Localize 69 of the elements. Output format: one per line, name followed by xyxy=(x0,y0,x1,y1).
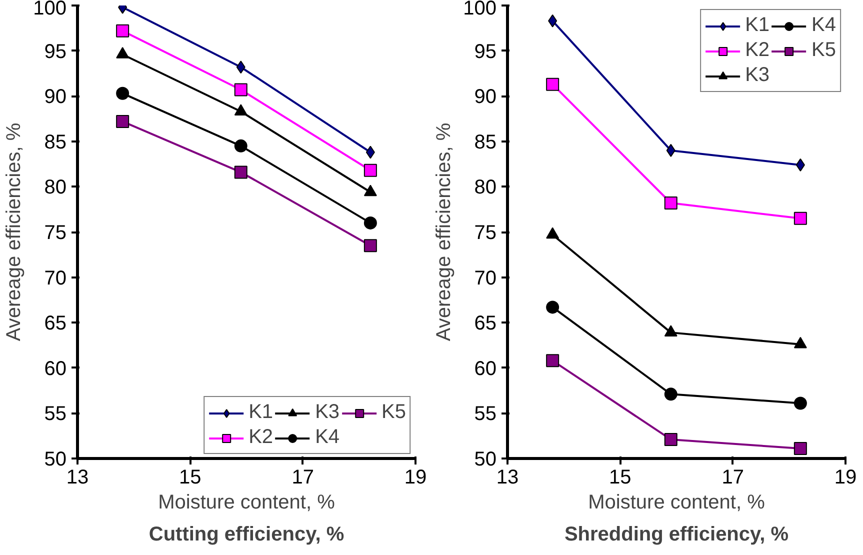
legend-label: K1 xyxy=(745,14,770,37)
point xyxy=(794,396,807,410)
point xyxy=(234,83,248,96)
point xyxy=(794,212,807,225)
text: Cutting efficiency, % xyxy=(148,524,344,546)
x-tick-label: 19 xyxy=(834,466,857,488)
point xyxy=(234,166,248,179)
y-tick-label: 75 xyxy=(474,222,497,244)
y-tick-label: 100 xyxy=(33,0,67,20)
point xyxy=(364,216,377,230)
y-tick-label: 50 xyxy=(474,448,497,470)
point xyxy=(546,354,560,368)
x-tick-label: 17 xyxy=(722,466,744,488)
point xyxy=(664,388,678,401)
point xyxy=(548,14,558,28)
point xyxy=(234,139,248,152)
y-tick-label: 100 xyxy=(463,0,497,20)
y-tick-label: 90 xyxy=(44,86,67,108)
y-axis-title: Avereage efficiencies, % xyxy=(433,122,456,342)
point xyxy=(666,144,676,157)
legend-label: K5 xyxy=(812,39,836,62)
y-tick-label: 75 xyxy=(44,222,67,244)
legend-label: K3 xyxy=(745,64,770,87)
point xyxy=(116,24,130,38)
y-tick-label: 95 xyxy=(44,40,67,63)
point xyxy=(796,158,805,172)
legend-label: K2 xyxy=(248,426,274,449)
y-tick-label: 65 xyxy=(474,312,497,335)
y-tick-label: 65 xyxy=(44,312,67,335)
y-tick-label: 80 xyxy=(474,176,497,199)
point xyxy=(546,78,560,91)
x-tick-label: 15 xyxy=(179,466,202,488)
text: Shredding efficiency, % xyxy=(564,524,789,546)
y-axis-title: Avereage efficiencies, % xyxy=(3,122,26,342)
legend-label: K1 xyxy=(248,401,274,424)
x-axis-title: Moisture content, % xyxy=(158,492,336,514)
y-tick-label: 85 xyxy=(44,131,67,154)
x-tick-label: 15 xyxy=(609,466,632,488)
y-tick-label: 95 xyxy=(474,40,497,63)
x-tick-label: 13 xyxy=(496,466,519,488)
y-tick-label: 55 xyxy=(44,403,67,426)
x-tick-label: 19 xyxy=(404,466,427,488)
point xyxy=(116,86,130,100)
legend-label: K3 xyxy=(315,401,340,424)
point xyxy=(364,239,377,252)
y-tick-label: 55 xyxy=(474,403,497,426)
y-tick-label: 80 xyxy=(44,176,67,199)
point xyxy=(664,432,678,446)
legend-label: K4 xyxy=(812,14,836,37)
point xyxy=(364,164,377,177)
point xyxy=(116,114,130,128)
x-tick-label: 17 xyxy=(292,466,314,488)
y-tick-label: 60 xyxy=(474,358,497,380)
y-tick-label: 85 xyxy=(474,131,497,154)
point xyxy=(366,146,375,159)
x-axis-title: Moisture content, % xyxy=(588,492,766,514)
point xyxy=(546,300,560,314)
y-tick-label: 70 xyxy=(474,267,497,290)
point xyxy=(664,196,678,210)
x-tick-label: 13 xyxy=(66,466,89,488)
y-tick-label: 90 xyxy=(474,86,497,108)
y-tick-label: 70 xyxy=(44,267,67,290)
point xyxy=(236,60,246,74)
y-tick-label: 50 xyxy=(44,448,67,470)
y-tick-label: 60 xyxy=(44,358,67,380)
legend-label: K5 xyxy=(382,401,406,424)
point xyxy=(794,442,807,456)
legend-label: K4 xyxy=(315,426,340,449)
legend-label: K2 xyxy=(745,39,770,62)
